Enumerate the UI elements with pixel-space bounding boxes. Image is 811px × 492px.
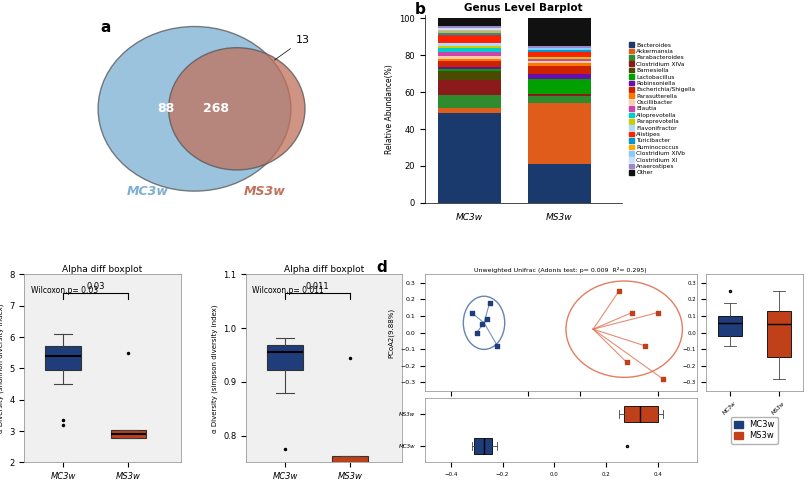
PathPatch shape [766,311,791,357]
Bar [439,56,501,60]
PathPatch shape [268,345,303,370]
X-axis label: PCoA1(39.32%): PCoA1(39.32%) [534,411,588,417]
Bar [439,48,501,52]
Point [465,308,478,316]
Point [470,329,483,337]
Text: 268: 268 [203,102,229,115]
Title: Alpha diff boxplot: Alpha diff boxplot [62,265,143,274]
Bar [528,50,590,52]
Text: 0.03: 0.03 [87,282,105,291]
Bar [528,94,590,96]
Y-axis label: α Diversity (simpson diversity index): α Diversity (simpson diversity index) [211,304,217,432]
Bar [439,95,501,108]
Bar [528,66,590,74]
Text: Wilcoxon,p= 0.011: Wilcoxon,p= 0.011 [252,286,324,295]
Bar [439,108,501,114]
Bar [439,26,501,28]
Point [638,342,651,350]
Text: MC3w: MC3w [127,184,169,198]
Bar [528,62,590,66]
Bar [439,18,501,26]
Y-axis label: α Diversity (shannon diversity index): α Diversity (shannon diversity index) [0,304,4,433]
PathPatch shape [624,406,658,422]
Bar [439,60,501,62]
Point [475,320,488,328]
Bar [439,67,501,69]
Bar [439,52,501,56]
Text: Wilcoxon,p= 0.03: Wilcoxon,p= 0.03 [31,286,97,295]
Point [625,308,638,316]
Text: 13: 13 [274,35,310,60]
Title: Alpha diff boxplot: Alpha diff boxplot [284,265,364,274]
Text: 0.011: 0.011 [306,282,329,291]
Bar [439,69,501,71]
Bar [528,46,590,48]
Bar [528,18,590,46]
Bar [528,96,590,103]
Bar [528,61,590,62]
Text: a: a [101,20,111,35]
Bar [439,114,501,203]
Text: MS3w: MS3w [244,184,286,198]
Text: d: d [376,260,387,276]
Bar [528,59,590,61]
PathPatch shape [718,316,742,336]
Point [481,315,494,323]
Ellipse shape [169,48,305,170]
Bar [528,103,590,164]
Bar [528,79,590,94]
Text: 88: 88 [157,102,175,115]
Bar [528,48,590,50]
Bar [439,46,501,48]
Bar [439,31,501,33]
Point [483,299,496,307]
Bar [528,52,590,57]
Bar [528,74,590,79]
Y-axis label: PCoA2(9.88%): PCoA2(9.88%) [388,308,394,358]
PathPatch shape [474,438,492,455]
Bar [528,57,590,59]
Title: Genus Level Barplot: Genus Level Barplot [464,2,583,13]
PathPatch shape [333,456,368,481]
Point [612,287,625,295]
Text: b: b [415,1,426,17]
Point [651,308,664,316]
Bar [439,35,501,43]
Bar [528,164,590,203]
Point [491,342,504,350]
Bar [439,43,501,46]
Title: Unweighted Unifrac (Adonis test: p= 0.009  R²= 0.295): Unweighted Unifrac (Adonis test: p= 0.00… [474,267,647,273]
Bar [439,71,501,80]
Point [620,359,633,367]
PathPatch shape [110,430,146,438]
Legend: MC3w, MS3w: MC3w, MS3w [731,417,778,444]
Ellipse shape [98,27,291,191]
Legend: Bacteroides, Akkermansia, Parabacteroides, Clostridium XIVa, Barnesiella, Lactob: Bacteroides, Akkermansia, Parabacteroide… [629,42,695,176]
Bar [439,28,501,30]
Y-axis label: Relative Abundance(%): Relative Abundance(%) [385,64,394,154]
Point [657,375,670,383]
PathPatch shape [45,346,81,370]
Bar [439,30,501,31]
Bar [439,62,501,67]
Bar [439,80,501,95]
Bar [439,33,501,35]
